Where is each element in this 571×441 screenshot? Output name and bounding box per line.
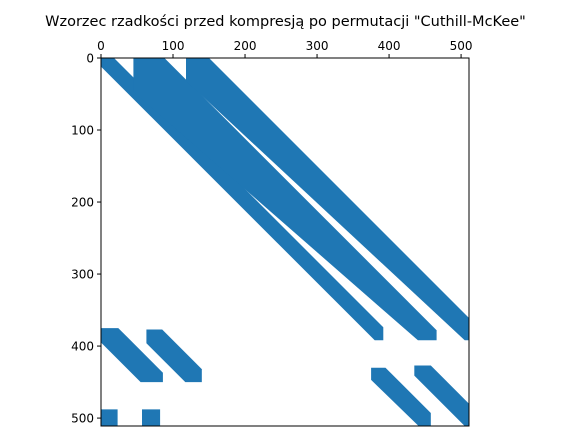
nonzero-region-lower-block-4 [142, 409, 161, 426]
x-tick-label: 0 [97, 39, 105, 53]
nonzero-region-lower-right-block-1 [371, 367, 431, 426]
nonzero-region-lower-block-2 [146, 329, 202, 383]
nonzero-region-main-diagonal-band [101, 58, 384, 341]
nonzero-region-lower-block-3 [101, 409, 118, 426]
x-tick-label: 400 [378, 39, 401, 53]
y-tick-label: 100 [71, 124, 94, 138]
x-tick-label: 300 [306, 39, 329, 53]
y-tick-label: 200 [71, 196, 94, 210]
x-tick-label: 100 [162, 39, 185, 53]
nonzero-regions [101, 58, 469, 426]
y-tick-label: 300 [71, 268, 94, 282]
y-tick-label: 500 [71, 412, 94, 426]
y-tick-label: 400 [71, 340, 94, 354]
x-tick-label: 200 [234, 39, 257, 53]
y-tick-label: 0 [86, 52, 94, 66]
nonzero-region-upper-band-1 [133, 58, 437, 341]
chart-title: Wzorzec rzadkości przed kompresją po per… [45, 14, 526, 30]
x-tick-label: 500 [450, 39, 473, 53]
nonzero-region-upper-band-2 [186, 58, 469, 341]
plot-frame [100, 57, 470, 427]
y-axis-ticks: 0 100 200 300 400 500 [71, 52, 101, 426]
nonzero-region-lower-block-1 [101, 328, 163, 383]
x-axis-ticks: 0 100 200 300 400 500 [97, 39, 473, 58]
nonzero-region-lower-right-block-2 [414, 365, 469, 426]
